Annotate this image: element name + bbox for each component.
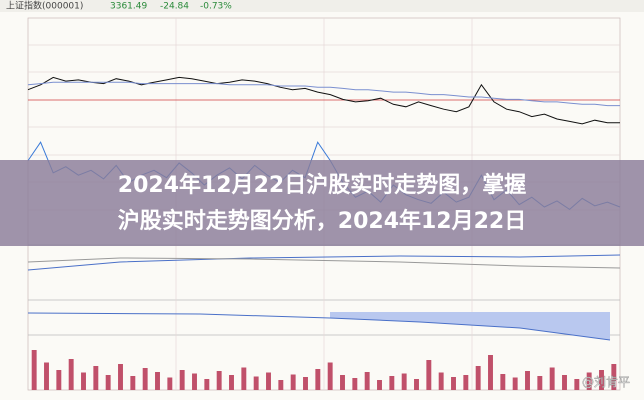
volume-bar — [229, 375, 234, 390]
price-line — [27, 81, 620, 107]
volume-bar — [537, 376, 543, 390]
overlay-title: 2024年12月22日沪股实时走势图，掌握 — [118, 172, 526, 198]
volume-bar — [44, 362, 49, 390]
volume-bar — [340, 375, 345, 390]
volume-bar — [438, 372, 444, 390]
volume-bar — [488, 355, 493, 390]
volume-bar — [586, 372, 592, 390]
volume-bar — [389, 376, 395, 390]
volume-bar — [241, 367, 247, 390]
volume-bar — [352, 378, 358, 390]
volume-bar — [426, 360, 432, 390]
overlay-band — [0, 160, 644, 246]
volume-bar — [81, 372, 86, 390]
volume-bar — [414, 379, 419, 390]
volume-bar — [549, 367, 555, 390]
volume-bar — [105, 375, 111, 390]
volume-bar — [290, 374, 296, 390]
volume-bar — [130, 376, 136, 390]
volume-bar — [68, 359, 74, 390]
index-pct: -0.73% — [200, 2, 232, 12]
indicator-line — [27, 257, 621, 269]
volume-bar — [475, 366, 481, 390]
volume-bar — [253, 376, 259, 390]
volume-bar — [303, 377, 308, 390]
volume-bar — [266, 372, 271, 390]
indicator-area — [330, 312, 610, 340]
index-price: 3361.49 — [110, 2, 147, 12]
volume-bar — [562, 375, 567, 390]
volume-bar — [377, 380, 382, 390]
indicator-line — [27, 254, 621, 271]
index-change: -24.84 — [160, 2, 189, 12]
volume-bar — [192, 373, 197, 390]
volume-bar — [463, 375, 469, 390]
header-bar — [0, 0, 644, 12]
indicator-line — [27, 312, 611, 341]
volume-bar — [118, 364, 123, 390]
volume-bar — [315, 369, 321, 390]
volume-bar — [512, 377, 518, 390]
volume-bar — [93, 366, 99, 390]
volume-bar — [611, 364, 617, 390]
volume-bar — [31, 350, 37, 390]
volume-bar — [155, 372, 160, 390]
volume-bar — [167, 377, 173, 390]
volume-bar — [56, 370, 62, 390]
volume-bar — [179, 370, 185, 390]
volume-bar — [401, 373, 407, 390]
volume-bar — [216, 371, 222, 390]
volume-bar — [364, 372, 370, 390]
volume-bar — [574, 379, 580, 390]
volume-bar — [599, 370, 604, 390]
volume-bar — [525, 371, 530, 390]
volume-bar — [451, 377, 456, 390]
index-name: 上证指数(000001) — [6, 0, 83, 12]
price-line — [27, 76, 620, 125]
watermark: @刘肯平 — [582, 375, 630, 389]
volume-bar — [142, 368, 148, 390]
volume-bar — [278, 380, 284, 390]
volume-bar — [327, 362, 333, 390]
overlay-title: 沪股实时走势图分析，2024年12月22日 — [118, 208, 526, 234]
volume-bar — [204, 379, 210, 390]
volume-bar — [500, 374, 506, 390]
